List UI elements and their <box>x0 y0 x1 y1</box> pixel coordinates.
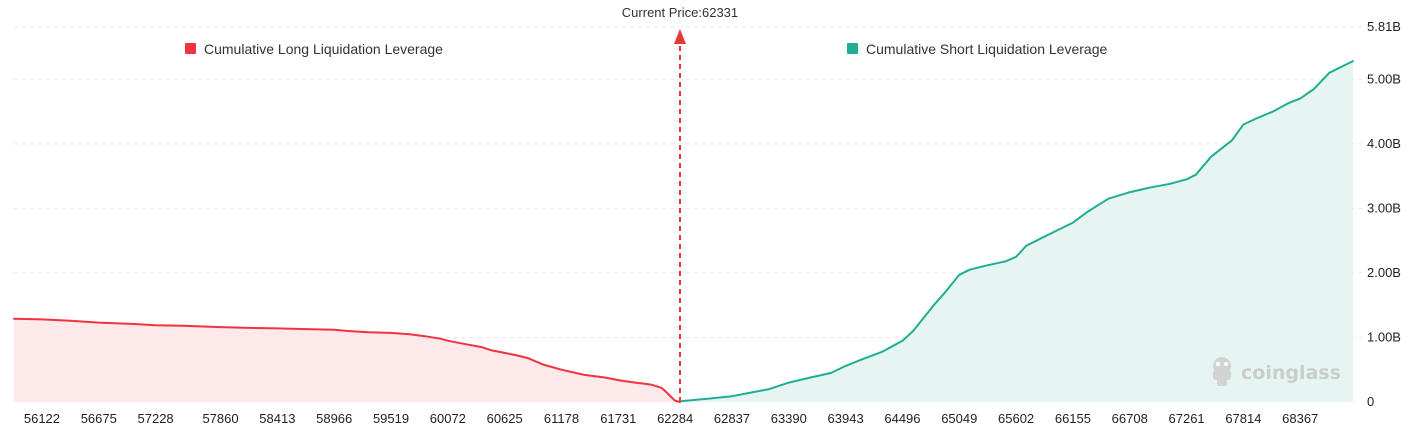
legend-item-long[interactable]: Cumulative Long Liquidation Leverage <box>185 41 443 57</box>
coinglass-watermark: coinglass <box>1213 357 1341 386</box>
grid <box>14 26 1365 338</box>
x-tick-label: 63943 <box>828 411 864 426</box>
x-tick-label: 68367 <box>1282 411 1318 426</box>
x-tick-label: 65602 <box>998 411 1034 426</box>
x-tick-label: 60625 <box>487 411 523 426</box>
x-tick-label: 60072 <box>430 411 466 426</box>
x-tick-label: 58413 <box>259 411 295 426</box>
current-price-arrow-icon <box>673 29 686 44</box>
x-tick-label: 62837 <box>714 411 750 426</box>
legend-short-swatch <box>847 43 858 54</box>
y-tick-label: 1.00B <box>1367 329 1401 344</box>
legend-long-swatch <box>185 43 196 54</box>
y-tick-label: 5.00B <box>1367 71 1401 86</box>
x-tick-label: 61731 <box>600 411 636 426</box>
current-price-label: Current Price:62331 <box>622 5 738 20</box>
y-tick-label: 5.81B <box>1367 19 1401 34</box>
x-tick-label: 57228 <box>138 411 174 426</box>
x-tick-label: 56122 <box>24 411 60 426</box>
legend: Cumulative Long Liquidation Leverage Cum… <box>185 41 1107 57</box>
x-axis-ticks: 56122 56675 57228 57860 58413 58966 59519 60072… <box>24 411 1318 426</box>
coinglass-watermark-text: coinglass <box>1241 362 1341 384</box>
x-tick-label: 64496 <box>884 411 920 426</box>
legend-short-label: Cumulative Short Liquidation Leverage <box>866 41 1107 57</box>
y-axis-ticks: 0 1.00B 2.00B 3.00B 4.00B 5.00B 5.81B <box>1367 19 1401 409</box>
x-tick-label: 57860 <box>202 411 238 426</box>
x-tick-label: 56675 <box>81 411 117 426</box>
x-tick-label: 67261 <box>1169 411 1205 426</box>
y-tick-label: 0 <box>1367 394 1374 409</box>
y-tick-label: 4.00B <box>1367 136 1401 151</box>
x-tick-label: 66155 <box>1055 411 1091 426</box>
x-tick-label: 59519 <box>373 411 409 426</box>
y-tick-label: 2.00B <box>1367 265 1401 280</box>
x-tick-label: 58966 <box>316 411 352 426</box>
chart-lines <box>13 60 1354 403</box>
short-series-line <box>679 60 1354 403</box>
x-tick-label: 67814 <box>1225 411 1261 426</box>
y-tick-label: 3.00B <box>1367 200 1401 215</box>
x-tick-label: 63390 <box>771 411 807 426</box>
legend-item-short[interactable]: Cumulative Short Liquidation Leverage <box>847 41 1107 57</box>
short-area <box>680 61 1353 402</box>
long-series-line <box>13 317 681 403</box>
x-tick-label: 65049 <box>941 411 977 426</box>
x-tick-label: 62284 <box>657 411 693 426</box>
chart-areas <box>14 61 1353 402</box>
x-tick-label: 61178 <box>544 411 579 426</box>
long-area <box>14 318 680 402</box>
legend-long-label: Cumulative Long Liquidation Leverage <box>204 41 443 57</box>
coinglass-logo-icon <box>1213 357 1231 386</box>
current-price-marker: Current Price:62331 <box>622 5 738 402</box>
x-tick-label: 66708 <box>1112 411 1148 426</box>
